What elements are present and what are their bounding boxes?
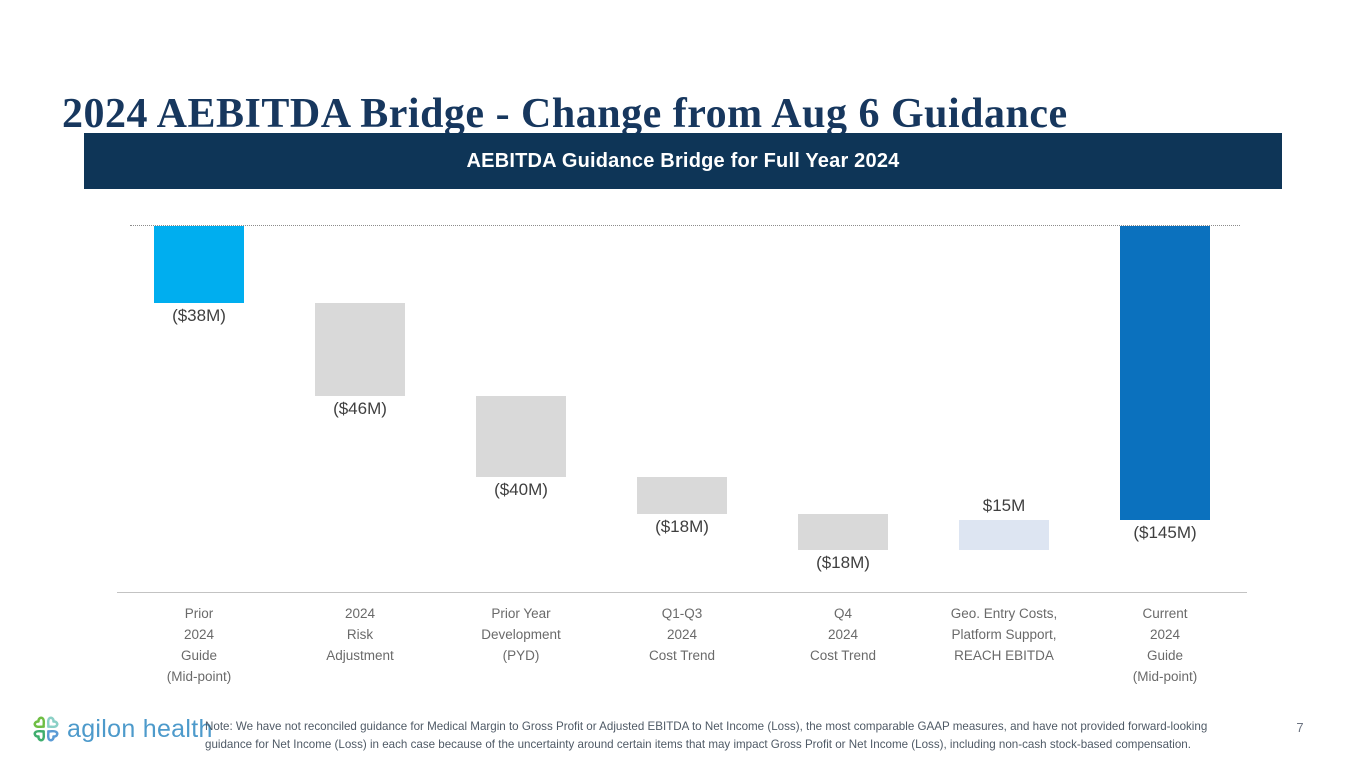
logo-wordmark: agilon health bbox=[67, 714, 213, 743]
category-label-1: Prior 2024 Guide (Mid-point) bbox=[166, 606, 232, 684]
category-label-4: Q1-Q3 2024 Cost Trend bbox=[648, 606, 716, 663]
agilon-clover-icon bbox=[31, 713, 61, 745]
footnote-line-1: Note: We have not reconciled guidance fo… bbox=[205, 720, 1208, 733]
bar-value-label-3: ($40M) bbox=[494, 480, 548, 500]
bar-value-label-7: ($145M) bbox=[1133, 522, 1197, 542]
category-label-5: Q4 2024 Cost Trend bbox=[809, 606, 877, 663]
waterfall-bar-4 bbox=[637, 477, 727, 514]
waterfall-bar-6 bbox=[959, 519, 1049, 551]
page-title: 2024 AEBITDA Bridge - Change from Aug 6 … bbox=[62, 91, 1068, 138]
category-label-6: Geo. Entry Costs, Platform Support, REAC… bbox=[950, 606, 1058, 663]
waterfall-bar-3 bbox=[476, 396, 566, 478]
waterfall-bar-7 bbox=[1120, 226, 1210, 520]
category-label-3: Prior Year Development (PYD) bbox=[481, 606, 561, 663]
chart-title-banner: AEBITDA Guidance Bridge for Full Year 20… bbox=[84, 133, 1282, 189]
bar-value-label-1: ($38M) bbox=[172, 306, 226, 326]
page-number: 7 bbox=[1296, 720, 1304, 735]
waterfall-bar-1 bbox=[154, 226, 244, 304]
bar-value-label-5: ($18M) bbox=[816, 553, 870, 573]
bar-value-label-2: ($46M) bbox=[333, 399, 387, 419]
category-label-7: Current 2024 Guide (Mid-point) bbox=[1132, 606, 1198, 684]
category-label-2: 2024 Risk Adjustment bbox=[326, 606, 394, 663]
waterfall-bar-5 bbox=[798, 513, 888, 551]
footnote: Note: We have not reconciled guidance fo… bbox=[205, 718, 1250, 753]
chart-title: AEBITDA Guidance Bridge for Full Year 20… bbox=[466, 149, 900, 172]
company-logo: agilon health bbox=[31, 713, 213, 745]
waterfall-bar-2 bbox=[315, 303, 405, 397]
x-axis-line bbox=[117, 592, 1247, 593]
footnote-line-2: guidance for Net Income (Loss) in each c… bbox=[205, 737, 1191, 751]
bar-value-label-6: $15M bbox=[982, 495, 1026, 515]
bar-value-label-4: ($18M) bbox=[655, 516, 709, 536]
baseline-gridline bbox=[130, 225, 1240, 226]
